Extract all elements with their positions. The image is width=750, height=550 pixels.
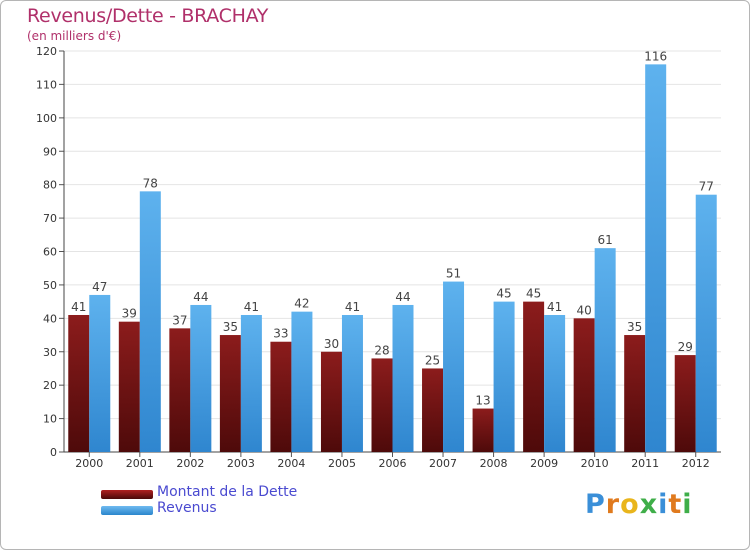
y-tick-label: 60: [43, 246, 57, 259]
data-label: 78: [143, 176, 158, 190]
y-tick-label: 110: [36, 78, 57, 91]
x-tick-label: 2010: [581, 457, 609, 470]
data-label: 61: [598, 233, 613, 247]
data-label: 42: [294, 297, 309, 311]
bar-dette: [422, 368, 444, 452]
bar-dette: [523, 301, 545, 452]
data-label: 44: [395, 290, 410, 304]
data-label: 35: [627, 320, 642, 334]
data-label: 39: [122, 307, 137, 321]
bar-revenus: [645, 64, 667, 452]
data-label: 41: [244, 300, 259, 314]
logo-letter: P: [585, 489, 606, 520]
data-label: 47: [92, 280, 107, 294]
y-tick-label: 10: [43, 413, 57, 426]
y-tick-label: 20: [43, 379, 57, 392]
data-label: 45: [496, 287, 511, 301]
x-tick-label: 2012: [682, 457, 710, 470]
data-label: 29: [678, 340, 693, 354]
bar-dette: [320, 351, 342, 452]
data-label: 40: [577, 303, 592, 317]
bar-revenus: [139, 191, 161, 452]
bar-dette: [624, 335, 646, 452]
data-label: 41: [547, 300, 562, 314]
bar-revenus: [190, 304, 212, 452]
data-label: 41: [345, 300, 360, 314]
data-label: 25: [425, 353, 440, 367]
data-label: 28: [374, 343, 389, 357]
bar-dette: [371, 358, 393, 452]
bar-dette: [219, 335, 241, 452]
data-label: 45: [526, 287, 541, 301]
x-tick-label: 2008: [480, 457, 508, 470]
legend-label-revenus: Revenus: [157, 500, 217, 516]
bar-dette: [68, 314, 90, 452]
y-tick-label: 120: [36, 45, 57, 58]
data-label: 41: [71, 300, 86, 314]
logo-letter: r: [605, 489, 621, 520]
data-label: 13: [475, 394, 490, 408]
y-tick-label: 50: [43, 279, 57, 292]
x-tick-label: 2001: [126, 457, 154, 470]
x-tick-label: 2006: [379, 457, 407, 470]
y-tick-label: 90: [43, 145, 57, 158]
x-tick-label: 2005: [328, 457, 356, 470]
bar-revenus: [392, 304, 414, 452]
logo-letter: i: [658, 489, 669, 520]
bar-dette: [472, 408, 494, 452]
bar-dette: [169, 328, 191, 452]
data-label: 77: [699, 180, 714, 194]
bar-revenus: [493, 301, 515, 452]
x-tick-label: 2000: [75, 457, 103, 470]
logo-letter: o: [620, 489, 640, 520]
bar-dette: [674, 355, 696, 452]
bar-revenus: [291, 311, 313, 452]
data-label: 33: [273, 327, 288, 341]
x-tick-label: 2007: [429, 457, 457, 470]
bar-revenus: [89, 294, 111, 452]
bar-dette: [270, 341, 292, 452]
legend-label-dette: Montant de la Dette: [157, 484, 298, 500]
y-tick-label: 80: [43, 179, 57, 192]
y-tick-label: 30: [43, 346, 57, 359]
chart-title: Revenus/Dette - BRACHAY: [27, 5, 269, 27]
bar-revenus: [695, 194, 717, 453]
bar-dette: [118, 321, 140, 452]
data-label: 44: [193, 290, 208, 304]
bar-revenus: [240, 314, 262, 452]
logo-letter: t: [668, 489, 683, 520]
y-tick-label: 0: [50, 446, 57, 459]
y-tick-label: 100: [36, 112, 57, 125]
legend-swatch-dette: [101, 490, 153, 499]
bar-revenus: [594, 248, 616, 452]
logo-letter: i: [682, 489, 693, 520]
chart-subtitle: (en milliers d'€): [27, 29, 122, 43]
legend-swatch-revenus: [101, 506, 153, 515]
logo-letter: x: [639, 489, 659, 520]
bar-revenus: [341, 314, 363, 452]
bar-revenus: [443, 281, 465, 452]
x-tick-label: 2003: [227, 457, 255, 470]
x-tick-label: 2009: [530, 457, 558, 470]
data-label: 51: [446, 267, 461, 281]
proxiti-logo: Proxiti: [585, 489, 693, 520]
bar-dette: [573, 318, 595, 452]
x-tick-label: 2002: [176, 457, 204, 470]
y-tick-label: 40: [43, 312, 57, 325]
data-label: 37: [172, 313, 187, 327]
data-label: 35: [223, 320, 238, 334]
data-label: 116: [644, 49, 667, 63]
data-label: 30: [324, 337, 339, 351]
x-tick-label: 2011: [631, 457, 659, 470]
x-tick-label: 2004: [277, 457, 305, 470]
y-tick-label: 70: [43, 212, 57, 225]
bar-revenus: [544, 314, 566, 452]
